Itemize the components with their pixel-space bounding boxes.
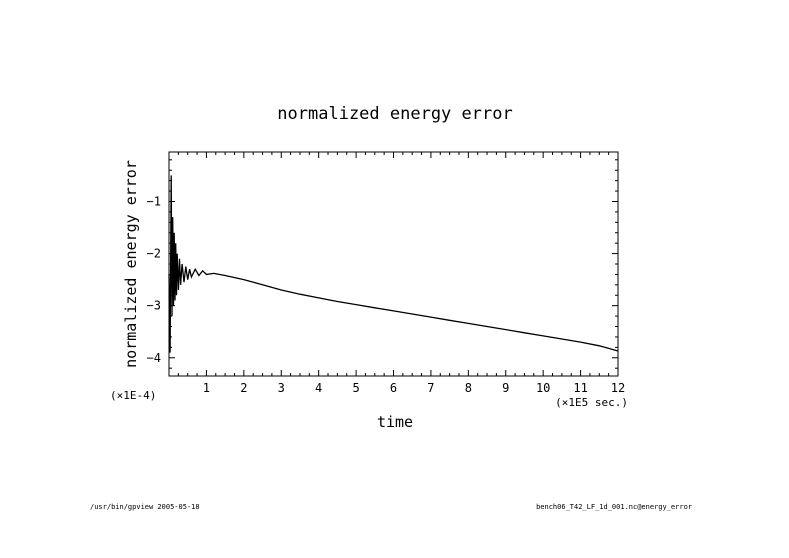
x-tick-label: 11 <box>573 381 587 395</box>
x-tick-label: 5 <box>352 381 359 395</box>
x-tick-label: 4 <box>315 381 322 395</box>
x-tick-label: 9 <box>502 381 509 395</box>
y-tick-label: −3 <box>147 299 161 313</box>
x-tick-label: 8 <box>465 381 472 395</box>
x-tick-label: 3 <box>278 381 285 395</box>
y-axis-label: normalized energy error <box>122 160 140 368</box>
x-tick-label: 1 <box>203 381 210 395</box>
y-tick-labels: −1 −2 −3 −4 <box>147 194 161 364</box>
x-tick-labels: 1 2 3 4 5 6 7 8 9 10 11 12 <box>203 381 625 395</box>
x-axis-label: time <box>377 413 413 431</box>
chart-title: normalized energy error <box>277 104 512 124</box>
y-unit-note: (×1E-4) <box>110 389 156 402</box>
series-line-energy-error <box>168 175 619 353</box>
y-tick-label: −4 <box>147 351 161 365</box>
footer-left: /usr/bin/gpview 2005-05-18 <box>90 503 200 511</box>
x-tick-label: 6 <box>390 381 397 395</box>
y-tick-label: −2 <box>147 247 161 261</box>
x-ticks <box>168 152 619 376</box>
x-tick-label: 7 <box>427 381 434 395</box>
plot-frame <box>168 151 619 377</box>
x-unit-note: (×1E5 sec.) <box>555 396 628 409</box>
y-tick-label: −1 <box>147 194 161 208</box>
x-tick-label: 12 <box>611 381 625 395</box>
x-tick-label: 10 <box>536 381 550 395</box>
x-tick-label: 2 <box>240 381 247 395</box>
footer-right: bench06_T42_LF_1d_001.nc@energy_error <box>536 503 692 511</box>
